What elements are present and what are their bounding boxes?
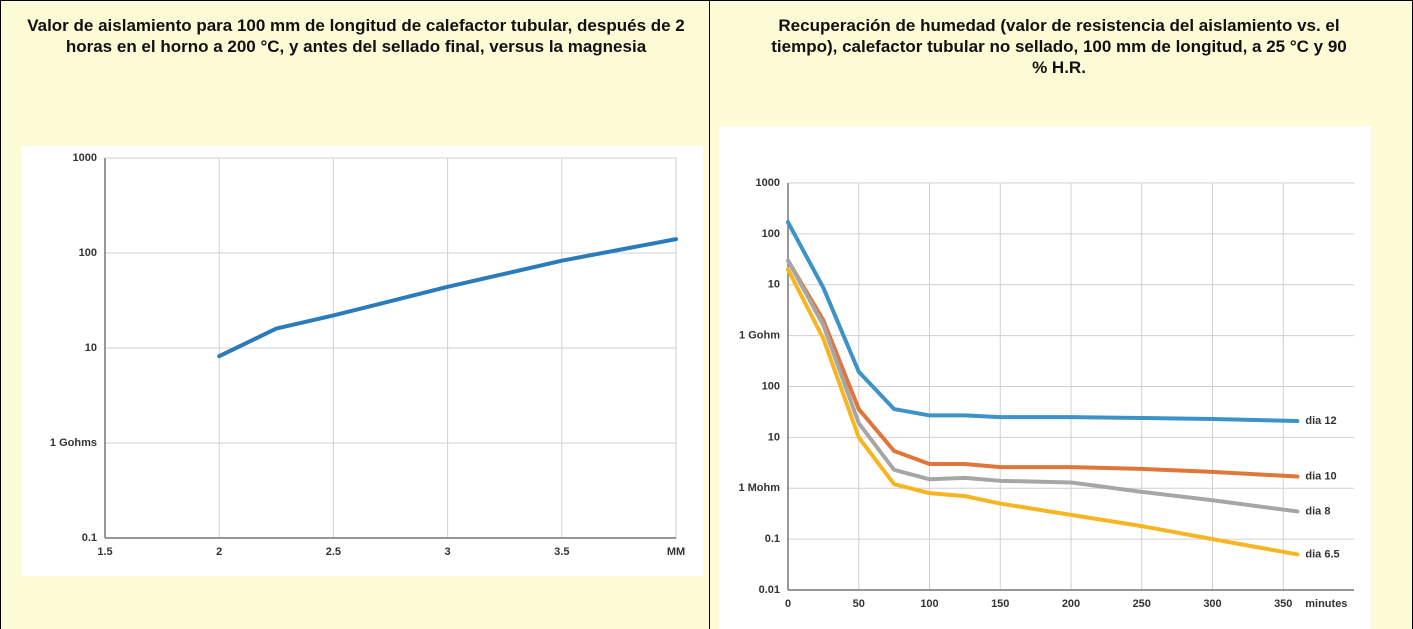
- line-series: [786, 258, 1300, 514]
- cell-divider: [709, 1, 710, 629]
- chart-background: [719, 126, 1371, 629]
- y-tick-label: 10: [768, 279, 780, 291]
- x-tick-label: 200: [1062, 598, 1080, 610]
- x-tick-label: 3: [445, 546, 451, 558]
- y-tick-label: 1000: [756, 177, 780, 189]
- x-tick-label: 50: [853, 598, 865, 610]
- x-tick-label: 1.5: [97, 546, 112, 558]
- y-tick-label: 1 Gohms: [50, 437, 97, 449]
- chart-title: Recuperación de humedad (valor de resist…: [771, 16, 1347, 77]
- y-tick-label: 1 Mohm: [738, 482, 780, 494]
- line-series: [786, 267, 1300, 557]
- x-tick-label: 300: [1203, 598, 1221, 610]
- x-tick-label: 250: [1133, 598, 1151, 610]
- y-tick-label: 0.1: [765, 533, 780, 545]
- x-tick-label: 350: [1274, 598, 1292, 610]
- x-tick-label: 100: [920, 598, 938, 610]
- y-tick-label: 10: [768, 431, 780, 443]
- series-label: dia 8: [1305, 505, 1330, 517]
- chart-background: [21, 146, 703, 576]
- y-tick-label: 100: [762, 228, 780, 240]
- y-tick-label: 10: [85, 342, 97, 354]
- x-axis-label: minutes: [1305, 598, 1347, 610]
- x-tick-label: 3.5: [554, 546, 569, 558]
- series-label: dia 6.5: [1305, 548, 1339, 560]
- x-tick-label: MM: [667, 546, 685, 558]
- series-label: dia 12: [1305, 415, 1336, 427]
- line-series: [217, 237, 678, 359]
- y-tick-label: 100: [762, 380, 780, 392]
- y-tick-label: 100: [79, 247, 97, 259]
- y-tick-label: 1 Gohm: [739, 330, 780, 342]
- chart-title: Valor de aislamiento para 100 mm de long…: [27, 16, 685, 56]
- series-label: dia 10: [1305, 470, 1336, 482]
- y-tick-label: 1000: [73, 152, 97, 164]
- y-tick-label: 0.01: [759, 584, 780, 596]
- x-tick-label: 2.5: [326, 546, 341, 558]
- x-tick-label: 2: [216, 546, 222, 558]
- line-series: [786, 220, 1300, 423]
- y-tick-label: 0.1: [82, 532, 97, 544]
- line-series: [786, 258, 1300, 479]
- x-tick-label: 150: [991, 598, 1009, 610]
- x-tick-label: 0: [785, 598, 791, 610]
